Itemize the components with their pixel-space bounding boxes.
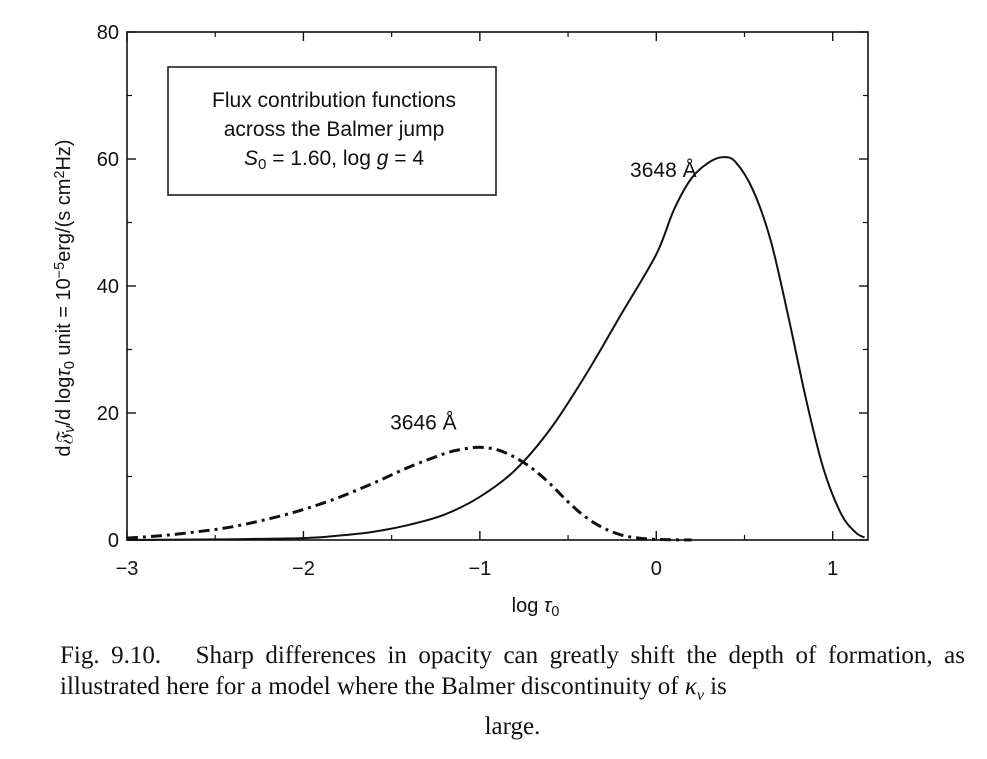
label-part: unit = 10: [53, 278, 75, 361]
x-tick-label: −2: [292, 558, 315, 580]
figure-caption: Fig. 9.10. Sharp differences in opacity …: [60, 640, 965, 742]
label-part: 0: [258, 156, 266, 173]
y-tick-label: 0: [108, 530, 119, 552]
caption-last-line: large.: [484, 713, 541, 740]
x-axis-label: log τ0: [512, 595, 560, 620]
series-3646-line: [126, 445, 692, 542]
x-tick-label: −3: [116, 558, 139, 580]
legend-box-line: Flux contribution functions: [212, 89, 456, 112]
label-part: τ: [544, 595, 553, 617]
y-tick-label: 40: [97, 276, 119, 298]
label-part: −5: [52, 262, 68, 278]
label-part: 0: [551, 604, 559, 620]
curve-label: 3646 Å: [390, 412, 457, 435]
caption-kappa: κ: [684, 673, 697, 700]
label-part: 0: [62, 361, 78, 369]
y-tick-label: 80: [97, 22, 119, 44]
label-part: τ: [53, 368, 75, 377]
label-part: d: [53, 445, 75, 456]
x-tick-label: −1: [468, 558, 491, 580]
legend-box-line: across the Balmer jump: [224, 118, 445, 141]
label-part: 𝔉: [53, 430, 75, 445]
series-lines: [126, 156, 866, 542]
label-part: Hz): [53, 139, 75, 170]
label-part: g: [377, 147, 389, 170]
y-axis-label: d𝔉ν/d logτ0 unit = 10−5erg/(s cm2Hz): [52, 139, 77, 456]
y-tick-label: 60: [97, 149, 119, 171]
caption-label: Fig. 9.10.: [60, 642, 162, 669]
curve-label: 3648 Å: [630, 159, 697, 182]
label-part: log: [512, 595, 544, 617]
y-tick-label: 20: [97, 403, 119, 425]
label-part: erg/(s cm: [53, 179, 75, 262]
label-part: S: [244, 147, 258, 170]
label-part: Flux contribution functions: [212, 89, 456, 112]
caption-kappa-sub: ν: [696, 687, 704, 704]
label-part: = 4: [388, 147, 424, 170]
caption-text-mid: is: [703, 673, 727, 700]
legend-box-line: S0 = 1.60, log g = 4: [244, 147, 424, 173]
x-tick-label: 0: [651, 558, 662, 580]
caption-text: Sharp differences in opacity can greatly…: [60, 642, 965, 700]
label-part: /d log: [53, 377, 75, 426]
legend-box: [167, 66, 497, 196]
series-3648-line: [126, 156, 866, 541]
label-part: ν: [62, 425, 78, 433]
x-tick-label: 1: [827, 558, 838, 580]
label-part: 2: [52, 171, 68, 179]
label-part: = 1.60, log: [266, 147, 376, 170]
chart-labels: 3648 Å 3646 Å Flux contribution functions a…: [52, 66, 697, 620]
label-part: across the Balmer jump: [224, 118, 445, 141]
